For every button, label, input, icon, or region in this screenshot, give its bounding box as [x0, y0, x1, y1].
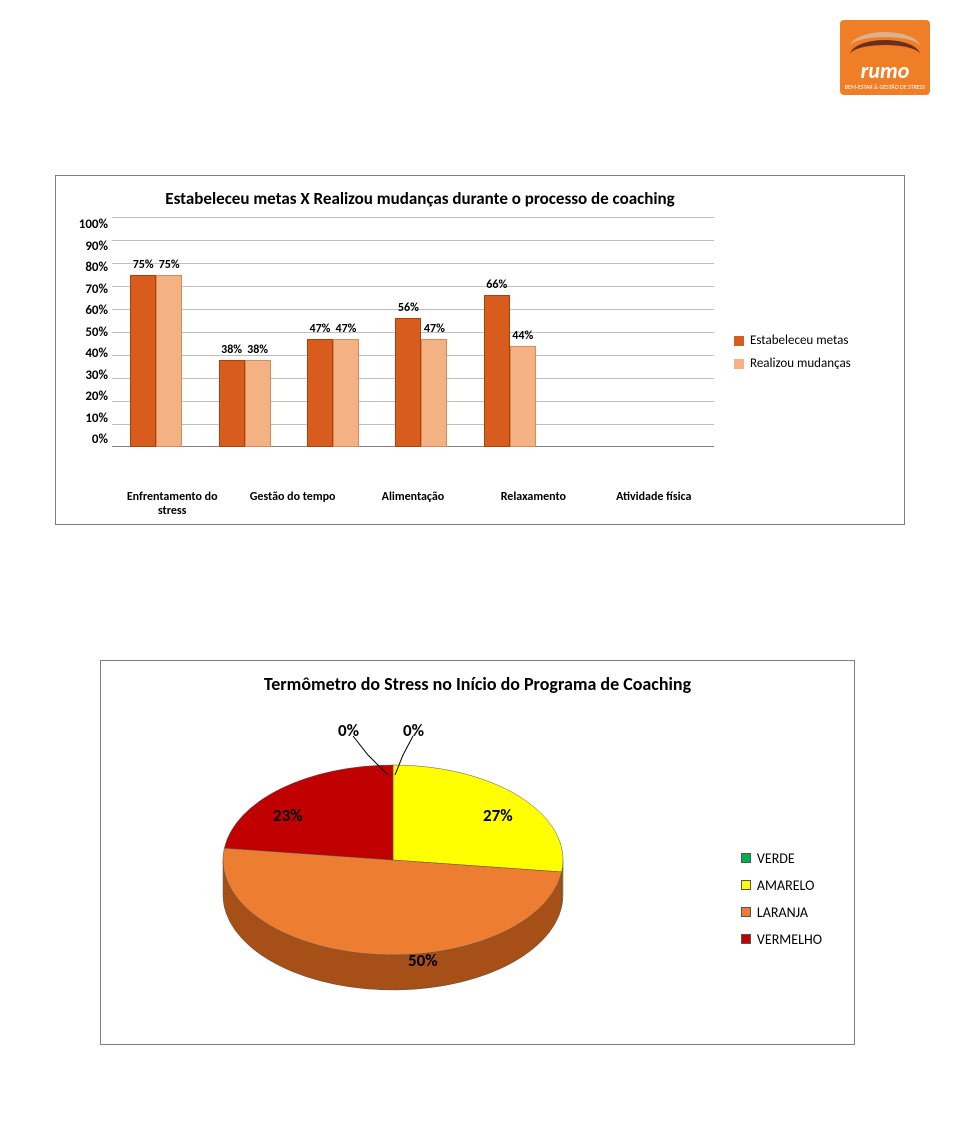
x-label: Gestão do tempo — [243, 491, 343, 519]
pie-legend-verde: VERDE — [741, 850, 822, 867]
bar-value-label: 75% — [133, 258, 154, 272]
y-tick: 20% — [85, 389, 108, 404]
bar-value-label: 75% — [159, 258, 180, 272]
bar-group: 66%44% — [475, 217, 545, 447]
bar-value-label: 66% — [486, 278, 507, 292]
x-label: Relaxamento — [483, 491, 583, 519]
swatch-icon — [734, 336, 744, 346]
bar-metas: 38% — [219, 360, 245, 447]
bar-group: 56%47% — [386, 217, 456, 447]
pie-legend: VERDE AMARELO LARANJA VERMELHO — [741, 850, 822, 958]
y-tick: 10% — [85, 411, 108, 426]
pie-legend-laranja: LARANJA — [741, 904, 822, 921]
pie-data-label-amarelo: 27% — [483, 805, 513, 826]
swatch-icon — [741, 880, 751, 890]
pie-legend-amarelo: AMARELO — [741, 877, 822, 894]
bar-group: 47%47% — [298, 217, 368, 447]
bar-chart-title: Estabeleceu metas X Realizou mudanças du… — [66, 188, 894, 209]
y-tick: 90% — [85, 239, 108, 254]
legend-label: VERDE — [757, 850, 795, 867]
legend-label: Estabeleceu metas — [750, 333, 848, 348]
legend-label: LARANJA — [757, 904, 808, 921]
bar-group: 75%75% — [121, 217, 191, 447]
pie-chart-title: Termômetro do Stress no Início do Progra… — [113, 673, 842, 696]
pie-data-label-zero1: 0% — [338, 720, 359, 741]
bar-group: 38%38% — [210, 217, 280, 447]
y-tick: 70% — [85, 282, 108, 297]
pie-chart-body: 0% 0% 27% 50% 23% VERDE AMARELO LARANJA — [113, 700, 842, 1010]
bar-legend: Estabeleceu metas Realizou mudanças — [724, 217, 894, 487]
bar-chart-panel: Estabeleceu metas X Realizou mudanças du… — [55, 175, 905, 525]
x-label: Alimentação — [363, 491, 463, 519]
bar-value-label: 47% — [336, 322, 357, 336]
y-tick: 50% — [85, 325, 108, 340]
pie-data-label-laranja: 50% — [408, 950, 438, 971]
legend-label: Realizou mudanças — [750, 356, 851, 371]
swatch-icon — [741, 934, 751, 944]
y-tick: 40% — [85, 346, 108, 361]
pie-slice-amarelo — [393, 765, 563, 872]
legend-item-metas: Estabeleceu metas — [734, 333, 894, 348]
legend-label: VERMELHO — [757, 931, 822, 948]
bar-value-label: 38% — [247, 343, 268, 357]
pie-data-label-zero2: 0% — [403, 720, 424, 741]
swatch-icon — [741, 853, 751, 863]
pie-slice-vermelho — [224, 765, 393, 860]
y-tick: 30% — [85, 368, 108, 383]
legend-item-mudancas: Realizou mudanças — [734, 356, 894, 371]
pie-chart-panel: Termômetro do Stress no Início do Progra… — [100, 660, 855, 1045]
legend-label: AMARELO — [757, 877, 814, 894]
x-label: Atividade física — [604, 491, 704, 519]
bar-metas: 56% — [395, 318, 421, 447]
bar-plot-area: 75%75%38%38%47%47%56%47%66%44% — [112, 217, 714, 447]
bar-value-label: 56% — [398, 301, 419, 315]
bar-mudancas: 75% — [156, 275, 182, 448]
swatch-icon — [741, 907, 751, 917]
y-tick: 80% — [85, 260, 108, 275]
y-tick: 60% — [85, 303, 108, 318]
bar-mudancas: 47% — [421, 339, 447, 447]
x-label: Enfrentamento do stress — [122, 491, 222, 519]
bar-value-label: 47% — [310, 322, 331, 336]
brand-logo: rumo BEM-ESTAR & GESTÃO DE STRESS — [840, 20, 930, 95]
logo-swoosh-icon — [850, 32, 920, 57]
bar-value-label: 38% — [221, 343, 242, 357]
pie-legend-vermelho: VERMELHO — [741, 931, 822, 948]
bar-mudancas: 38% — [245, 360, 271, 447]
logo-tagline: BEM-ESTAR & GESTÃO DE STRESS — [845, 84, 926, 91]
bar-value-label: 47% — [424, 322, 445, 336]
bar-mudancas: 44% — [510, 346, 536, 447]
y-axis: 100% 90% 80% 70% 60% 50% 40% 30% 20% 10%… — [66, 217, 112, 447]
x-axis-labels: Enfrentamento do stress Gestão do tempo … — [112, 491, 714, 519]
logo-brand-text: rumo — [861, 60, 910, 82]
bar-value-label: 44% — [512, 329, 533, 343]
bar-mudancas: 47% — [333, 339, 359, 447]
pie-svg — [203, 740, 583, 1000]
y-tick: 100% — [79, 217, 108, 232]
y-tick: 0% — [92, 432, 108, 447]
bar-metas: 47% — [307, 339, 333, 447]
bar-metas: 75% — [130, 275, 156, 448]
swatch-icon — [734, 359, 744, 369]
pie-data-label-vermelho: 23% — [273, 805, 303, 826]
bar-metas: 66% — [484, 295, 510, 447]
bar-chart-body: 100% 90% 80% 70% 60% 50% 40% 30% 20% 10%… — [66, 217, 894, 487]
